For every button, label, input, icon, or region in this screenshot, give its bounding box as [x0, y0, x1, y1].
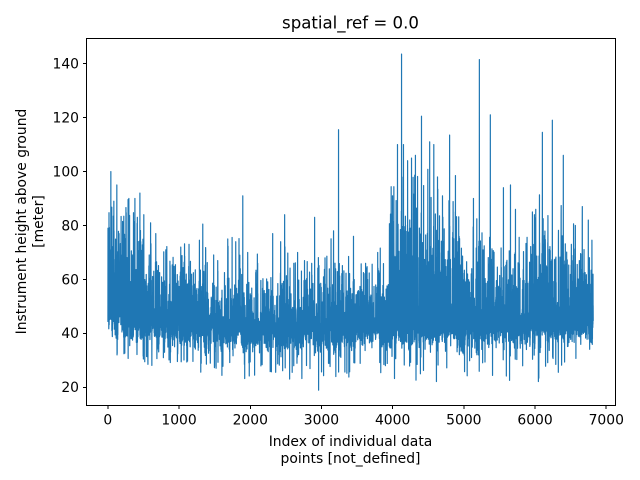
y-tick-label: 20 — [61, 380, 79, 396]
x-tick-label: 6000 — [517, 413, 552, 429]
y-axis-ticks: 20 40 60 80 100 120 140 — [52, 56, 87, 396]
x-axis-label-line-1: Index of individual data — [269, 434, 433, 450]
x-axis-ticks: 0 1000 2000 3000 4000 5000 6000 7000 — [103, 405, 624, 429]
x-tick-label: 1000 — [161, 413, 196, 429]
x-tick-label: 7000 — [589, 413, 624, 429]
plot-frame — [86, 38, 616, 406]
y-tick-label: 140 — [52, 56, 79, 72]
y-axis-label-line-2: [meter] — [31, 195, 47, 248]
y-tick-label: 100 — [52, 164, 79, 180]
x-tick-label: 0 — [103, 413, 112, 429]
x-axis-label-line-2: points [not_defined] — [281, 451, 421, 467]
x-tick-label: 3000 — [304, 413, 339, 429]
instrument-height-series — [107, 53, 594, 391]
y-tick-label: 80 — [61, 218, 79, 234]
x-tick-label: 4000 — [375, 413, 410, 429]
y-tick-label: 60 — [61, 272, 79, 288]
y-tick-label: 40 — [61, 326, 79, 342]
chart-title: spatial_ref = 0.0 — [282, 14, 419, 34]
y-axis-label-line-1: Instrument height above ground — [14, 109, 30, 335]
x-tick-label: 2000 — [233, 413, 268, 429]
y-tick-label: 120 — [52, 110, 79, 126]
x-tick-label: 5000 — [446, 413, 481, 429]
data-series-line — [107, 53, 594, 391]
